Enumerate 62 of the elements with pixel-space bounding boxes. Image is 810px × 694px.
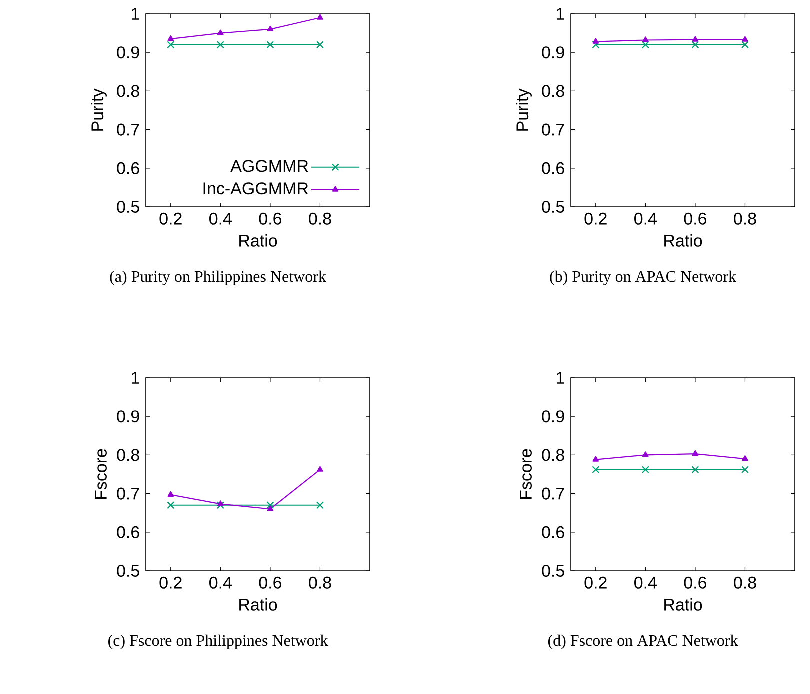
text: (a) Purity on Philippines Network <box>110 270 326 286</box>
y-tick-label: 1 <box>556 8 564 20</box>
y-tick-label: 0.8 <box>117 449 140 462</box>
x-axis-title: Ratio <box>240 598 278 611</box>
y-tick-label: 0.6 <box>542 526 564 538</box>
y-tick-label: 0.9 <box>542 46 564 59</box>
point <box>266 502 274 510</box>
y-tick-label: 0.8 <box>542 85 564 98</box>
y-tick-label: 0.6 <box>542 162 564 174</box>
x-tick-label: 0.8 <box>309 576 332 589</box>
x-tick-label: 0.4 <box>634 212 657 225</box>
x-tick-label: 0.4 <box>210 576 232 589</box>
point <box>317 466 324 472</box>
x-axis-title: Ratio <box>664 234 702 247</box>
legend-label: AGGMMR <box>230 160 308 172</box>
y-tick-label: 0.8 <box>542 449 564 462</box>
y-axis-title: Fscore <box>95 449 107 500</box>
legend-label: Inc-AGGMMR <box>204 182 308 195</box>
y-tick-label: 0.9 <box>117 410 140 423</box>
y-tick-label: 0.8 <box>117 85 140 98</box>
x-tick-label: 0.8 <box>734 576 756 589</box>
x-tick-label: 0.2 <box>584 576 607 589</box>
point <box>167 502 175 510</box>
x-tick-label: 0.2 <box>160 212 182 225</box>
point <box>216 502 224 510</box>
y-tick-label: 0.5 <box>542 564 564 578</box>
y-tick-label: 1 <box>132 8 140 20</box>
y-tick-label: 0.7 <box>117 488 140 500</box>
y-tick-label: 0.9 <box>542 410 564 423</box>
x-tick-label: 0.4 <box>210 212 232 225</box>
x-tick-label: 0.6 <box>259 576 282 589</box>
y-tick-label: 0.6 <box>117 526 140 538</box>
x-tick-label: 0.6 <box>259 212 282 225</box>
y-tick-label: 0.7 <box>542 488 564 500</box>
x-tick-label: 0.6 <box>684 576 707 589</box>
y-axis-title: Fscore <box>520 449 532 500</box>
x-tick-label: 0.8 <box>734 212 756 225</box>
text: (c) Fscore on Philippines Network <box>108 634 328 650</box>
y-tick-label: 0.6 <box>117 162 140 174</box>
y-tick-label: 1 <box>132 372 140 384</box>
text: (d) Fscore on APAC Network <box>548 634 738 650</box>
y-axis-title: Purity <box>91 88 107 131</box>
y-tick-label: 0.7 <box>117 124 140 136</box>
x-tick-label: 0.4 <box>634 576 657 589</box>
y-tick-label: 1 <box>556 372 564 384</box>
x-tick-label: 0.2 <box>584 212 607 225</box>
y-tick-label: 0.5 <box>117 564 140 578</box>
text: (b) Purity on APAC Network <box>550 270 736 286</box>
y-axis-title: Purity <box>516 88 532 131</box>
point <box>218 500 224 506</box>
x-axis-title: Ratio <box>664 598 702 611</box>
point <box>316 502 324 510</box>
x-tick-label: 0.8 <box>309 212 332 225</box>
y-tick-label: 0.5 <box>542 200 564 214</box>
y-tick-label: 0.7 <box>542 124 564 136</box>
point <box>168 491 174 498</box>
x-tick-label: 0.6 <box>684 212 707 225</box>
y-tick-label: 0.9 <box>117 46 140 59</box>
x-axis-title: Ratio <box>240 234 278 247</box>
y-tick-label: 0.5 <box>117 200 140 214</box>
x-tick-label: 0.2 <box>160 576 182 589</box>
point <box>267 506 274 512</box>
